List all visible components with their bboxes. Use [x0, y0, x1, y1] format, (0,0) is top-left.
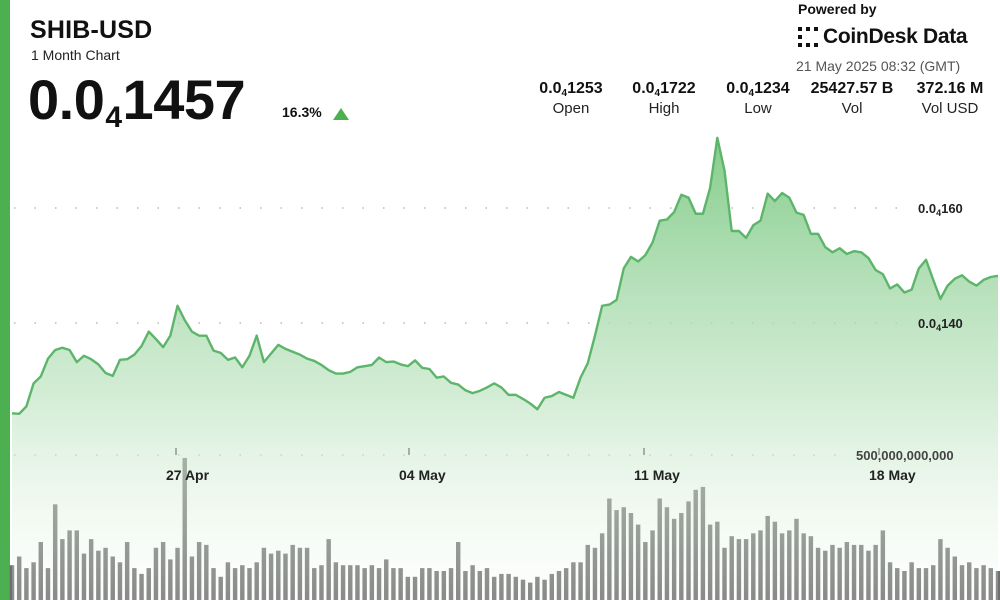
stat-label: High [648, 100, 680, 117]
stat-label: Low [744, 100, 772, 117]
stat-high: 0.041722 High [627, 80, 701, 117]
stat-value: 0.041234 [726, 80, 790, 99]
stat-label: Vol USD [921, 100, 979, 117]
x-tick-label: 04 May [399, 467, 446, 483]
period-label: 1 Month Chart [31, 47, 120, 63]
stat-open: 0.041253 Open [534, 80, 608, 117]
symbol-title: SHIB-USD [30, 16, 153, 44]
x-tick-label: 18 May [869, 467, 916, 483]
price-subscript: 4 [105, 101, 122, 134]
change-percent: 16.3% [282, 104, 322, 120]
x-tick-label: 11 May [634, 467, 680, 483]
accent-bar [0, 0, 10, 600]
price-lead: 0.0 [28, 68, 105, 131]
price-line [11, 136, 999, 416]
price-digits: 1457 [122, 68, 246, 131]
stat-value: 0.041722 [632, 80, 696, 99]
timestamp: 21 May 2025 08:32 (GMT) [796, 58, 961, 74]
stat-value: 0.041253 [539, 80, 603, 99]
coindesk-logo-icon [798, 27, 818, 47]
stat-low: 0.041234 Low [721, 80, 795, 117]
stat-label: Open [552, 100, 590, 117]
stat-volume-usd: 372.16 M Vol USD [908, 80, 992, 117]
stat-value: 372.16 M [916, 80, 984, 97]
logo-text: CoinDesk Data [823, 25, 968, 48]
up-arrow-icon [333, 108, 349, 120]
powered-by-label: Powered by [798, 1, 877, 17]
stat-volume: 25427.57 B Vol [804, 80, 900, 117]
price-area [12, 137, 998, 600]
price-tick-label: 0.04140 [918, 316, 963, 333]
volume-tick-label: 500,000,000,000 [856, 448, 954, 463]
price-tick-label: 0.04160 [918, 201, 963, 218]
x-tick-label: 27 Apr [166, 467, 210, 483]
coindesk-logo: CoinDesk Data [797, 25, 968, 49]
stat-value: 25427.57 B [810, 80, 894, 97]
stat-label: Vol [841, 100, 863, 117]
current-price: 0.041457 [28, 64, 246, 146]
